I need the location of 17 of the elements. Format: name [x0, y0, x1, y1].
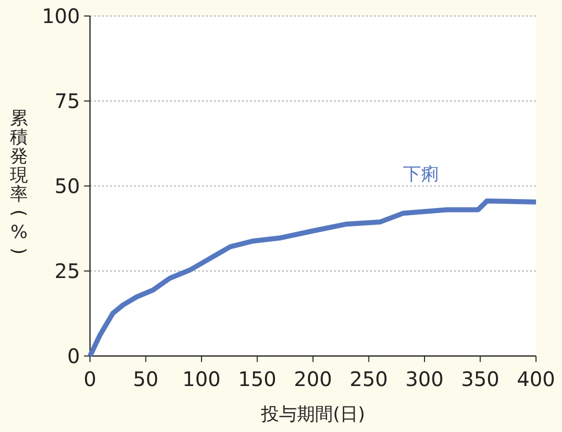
- x-tick-label: 50: [133, 367, 158, 391]
- y-tick-label: 50: [54, 174, 80, 198]
- x-axis-title: 投与期間(日): [260, 404, 366, 425]
- x-tick-label: 350: [461, 367, 500, 391]
- y-tick-label: 100: [42, 4, 80, 28]
- x-tick-label: 0: [84, 367, 96, 391]
- x-tick-label: 300: [405, 367, 444, 391]
- y-axis-title: 累積発現率(%): [8, 108, 29, 255]
- x-tick-label: 100: [182, 367, 221, 391]
- x-tick-label: 200: [294, 367, 332, 391]
- y-tick-label: 0: [67, 344, 80, 368]
- series-label: 下痢: [403, 164, 439, 185]
- x-tick-label: 150: [238, 367, 276, 391]
- y-tick-label: 25: [54, 259, 80, 283]
- x-tick-label: 250: [350, 367, 388, 391]
- x-tick-label: 400: [516, 367, 556, 391]
- y-tick-label: 75: [54, 89, 80, 113]
